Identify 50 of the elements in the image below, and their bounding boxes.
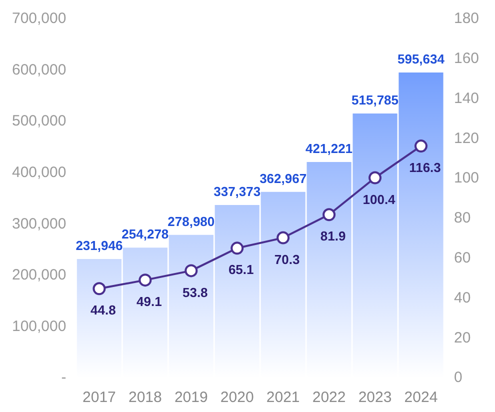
data-label: 278,980: [168, 214, 215, 229]
x-tick-label: 2024: [404, 389, 438, 406]
y2-tick-label: 100: [454, 170, 480, 187]
y-tick-label: 100,000: [12, 318, 66, 335]
y-tick-label: 700,000: [12, 10, 66, 28]
point: [368, 171, 382, 184]
x-tick-label: 2021: [266, 389, 300, 406]
y-tick-label: 400,000: [12, 164, 66, 181]
y2-tick-label: 180: [454, 10, 480, 28]
y2-tick-label: 120: [454, 130, 480, 147]
y2-tick-label: 80: [454, 210, 471, 227]
data-label: 595,634: [397, 52, 446, 67]
data-label: 231,946: [76, 238, 123, 254]
y2-tick-label: 0: [454, 369, 462, 386]
data-label: 337,373: [214, 184, 261, 200]
y2-tick-label: 40: [454, 289, 471, 306]
data-label: 65.1: [228, 262, 254, 278]
y2-tick-label: 160: [454, 50, 480, 68]
x-tick-label: 2023: [358, 389, 392, 406]
x-tick-label: 2017: [82, 389, 116, 406]
y-tick-label: 600,000: [12, 61, 66, 78]
x-tick-label: 2020: [220, 389, 254, 406]
y2-tick-label: 20: [454, 329, 471, 346]
data-label: 515,785: [352, 92, 399, 108]
y-tick-label: -: [61, 369, 66, 386]
x-tick-label: 2018: [128, 389, 162, 406]
data-label: 116.3: [409, 160, 441, 176]
y-tick-label: 300,000: [12, 215, 66, 232]
point: [414, 140, 428, 153]
point: [230, 242, 244, 255]
y-tick-label: 200,000: [12, 266, 66, 284]
data-label: 362,967: [260, 170, 307, 186]
x-tick-label: 2019: [174, 389, 208, 406]
data-label: 100.4: [362, 192, 396, 207]
point: [92, 282, 106, 296]
point: [322, 208, 336, 222]
data-label: 53.8: [182, 284, 208, 300]
y2-tick-label: 60: [454, 249, 471, 266]
x-tick-label: 2022: [312, 389, 346, 406]
y-tick-label: 500,000: [12, 112, 66, 130]
data-label: 49.1: [136, 294, 162, 310]
point: [138, 274, 152, 287]
point: [184, 264, 198, 278]
point: [276, 231, 290, 244]
data-label: 44.8: [90, 302, 116, 318]
y2-tick-label: 140: [454, 90, 480, 107]
data-label: 421,221: [306, 141, 353, 156]
data-label: 70.3: [274, 252, 300, 267]
data-label: 254,278: [122, 226, 169, 242]
data-label: 81.9: [320, 228, 346, 244]
